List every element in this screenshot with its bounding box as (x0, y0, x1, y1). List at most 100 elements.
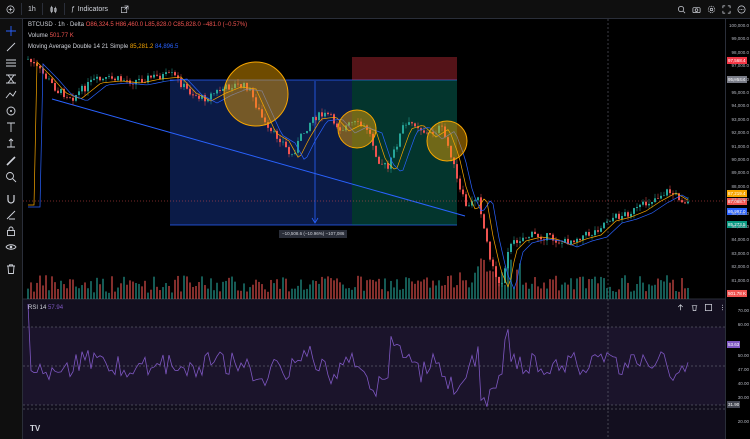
candle-body (120, 76, 122, 81)
volume-bar (471, 282, 473, 299)
volume-bar (408, 278, 410, 299)
candle-body (255, 97, 257, 108)
top-toolbar: 1h ƒ Indicators (0, 0, 750, 19)
fib-icon[interactable] (5, 57, 17, 69)
volume-bar (183, 275, 185, 299)
volume-legend[interactable]: Volume 501.77 K (28, 33, 74, 39)
delete-pane-icon[interactable] (690, 303, 699, 312)
projection-icon[interactable] (5, 89, 17, 101)
volume-bar (288, 291, 290, 299)
volume-bar (354, 287, 356, 299)
volume-bar (297, 285, 299, 299)
volume-bar (654, 284, 656, 299)
volume-bar (480, 258, 482, 299)
lock-icon[interactable] (5, 225, 17, 237)
measure-arrow-head (311, 217, 319, 224)
rsi-legend[interactable]: RSI 14 57.94 (28, 305, 63, 311)
volume-bar (582, 276, 584, 299)
volume-bar (102, 278, 104, 299)
candle-body (396, 146, 398, 150)
search-icon[interactable] (677, 5, 686, 14)
crosshair-icon[interactable] (5, 25, 17, 37)
candle-body (318, 112, 320, 121)
volume-bar (366, 280, 368, 299)
magnet-icon[interactable] (5, 193, 17, 205)
text-icon[interactable] (5, 121, 17, 133)
candle-body (375, 145, 377, 157)
volume-bar (156, 286, 158, 299)
ma-legend[interactable]: Moving Average Double 14 21 Simple 85,28… (28, 44, 178, 50)
candle-body (333, 114, 335, 124)
volume-bar (540, 288, 542, 299)
candle-body (474, 200, 476, 202)
volume-bar (318, 283, 320, 299)
tradingview-logo[interactable]: TV (30, 424, 41, 433)
candle-body (51, 78, 53, 84)
add-symbol-button[interactable] (0, 0, 21, 18)
price-tick-label: 84,000.0 (731, 237, 749, 243)
volume-bar (396, 279, 398, 299)
settings-gear-icon[interactable] (707, 5, 716, 14)
volume-bar (444, 284, 446, 299)
indicators-button[interactable]: ƒ Indicators (65, 0, 114, 18)
volume-bar (423, 279, 425, 299)
candles-icon (50, 5, 57, 13)
volume-bar (207, 288, 209, 299)
volume-bar (438, 280, 440, 299)
volume-bar (351, 289, 353, 299)
snapshot-icon[interactable] (692, 5, 701, 14)
trash-icon[interactable] (5, 263, 17, 275)
candle-body (672, 193, 674, 195)
price-axis[interactable]: 97,568.4 95,954.4 87,219.4 87,088.7 86,9… (725, 19, 750, 439)
price-tick-label: 87,000.0 (731, 197, 749, 203)
zoom-icon[interactable] (5, 171, 17, 183)
volume-bar (315, 281, 317, 299)
rsi-tick-label: 50.00 (737, 353, 749, 358)
ma1-price-tag: 87,219.4 (727, 190, 747, 197)
candle-body (117, 76, 119, 81)
volume-bar (498, 283, 500, 299)
candle-body (324, 112, 326, 117)
volume-bar (333, 280, 335, 299)
chart-type-button[interactable] (43, 0, 64, 18)
pane-more-icon[interactable] (718, 303, 727, 312)
symbol-legend[interactable]: BTCUSD · 1h · Delta O86,324.5 H86,460.0 … (28, 22, 247, 28)
external-link-icon (121, 5, 129, 13)
volume-bar (345, 288, 347, 299)
candle-body (480, 197, 482, 215)
volume-bar (105, 291, 107, 299)
measure-icon[interactable] (5, 137, 17, 149)
volume-bar (474, 272, 476, 299)
volume-bar (660, 280, 662, 299)
more-icon[interactable] (737, 5, 746, 14)
brush-icon[interactable] (5, 105, 17, 117)
volume-bar (255, 279, 257, 299)
lock-drawings-icon[interactable] (5, 209, 17, 221)
volume-bar (171, 292, 173, 299)
ruler-icon[interactable] (5, 155, 17, 167)
move-up-icon[interactable] (676, 303, 685, 312)
maximize-pane-icon[interactable] (704, 303, 713, 312)
volume-bar (555, 275, 557, 299)
candle-body (414, 123, 416, 127)
volume-bar (369, 279, 371, 299)
volume-bar (216, 282, 218, 299)
volume-bar (285, 278, 287, 299)
candle-body (144, 82, 146, 83)
candle-body (420, 128, 422, 131)
candle-body (339, 127, 341, 131)
volume-bar (189, 282, 191, 299)
candle-body (30, 58, 32, 63)
alert-button[interactable] (114, 0, 135, 18)
price-chart[interactable] (23, 19, 725, 439)
candle-body (687, 201, 689, 204)
trendline-icon[interactable] (5, 41, 17, 53)
pattern-icon[interactable] (5, 73, 17, 85)
interval-button[interactable]: 1h (28, 5, 36, 13)
fullscreen-icon[interactable] (722, 5, 731, 14)
hide-drawings-icon[interactable] (5, 241, 17, 253)
volume-bar (192, 286, 194, 299)
candle-body (498, 276, 500, 284)
candle-body (348, 122, 350, 126)
candle-body (489, 241, 491, 260)
